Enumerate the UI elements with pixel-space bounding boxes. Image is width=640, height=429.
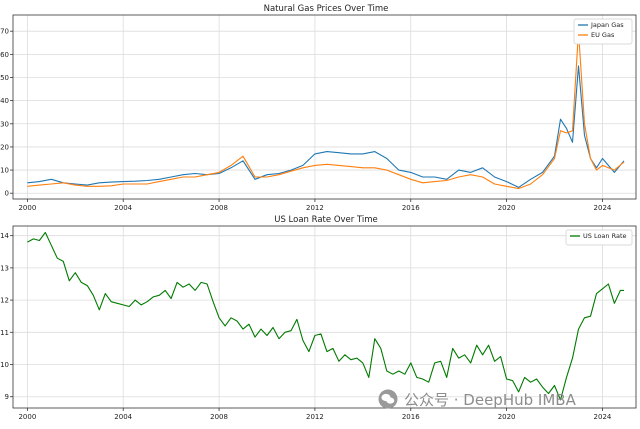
x-tick-label: 2000 (18, 204, 36, 212)
gas-price-chart: Natural Gas Prices Over Time 2000 2004 200… (0, 4, 637, 212)
chart-title: Natural Gas Prices Over Time (264, 4, 389, 14)
y-tick-label: 70 (0, 28, 9, 36)
x-tick-label: 2020 (498, 204, 516, 212)
series-line (27, 30, 625, 190)
plot-frame (12, 225, 637, 409)
x-tick-label: 2000 (18, 413, 36, 421)
legend: US Loan Rate (565, 229, 633, 246)
x-tick-label: 2016 (402, 204, 420, 212)
y-tick-label: 20 (0, 143, 9, 151)
y-tick-label: 10 (0, 361, 9, 369)
watermark-text: 公众号 · DeepHub IMBA (404, 390, 576, 409)
x-tick-label: 2004 (114, 413, 132, 421)
y-tick-label: 10 (0, 167, 9, 175)
y-tick-label: 60 (0, 51, 9, 59)
legend-label: EU Gas (591, 31, 615, 39)
y-tick-label: 40 (0, 97, 9, 105)
loan-rate-chart: US Loan Rate Over Time 2000 2004 2008 2012 2… (0, 215, 637, 421)
x-tick-label: 2012 (306, 413, 324, 421)
y-tick-label: 9 (5, 393, 9, 401)
y-tick-label: 50 (0, 74, 9, 82)
legend-box (573, 18, 633, 45)
grid (13, 15, 636, 199)
chart-title: US Loan Rate Over Time (274, 215, 378, 225)
x-tick-label: 2008 (210, 204, 228, 212)
wechat-logo-icon (378, 389, 398, 409)
grid (13, 226, 636, 408)
legend-label: US Loan Rate (583, 232, 627, 240)
series-line (27, 231, 624, 401)
y-tick-label: 14 (0, 232, 9, 240)
y-tick-label: 11 (0, 329, 9, 337)
x-tick-label: 2020 (498, 413, 516, 421)
x-tick-label: 2004 (114, 204, 132, 212)
legend-box (565, 229, 633, 246)
y-tick-label: 13 (0, 264, 9, 272)
x-tick-label: 2012 (306, 204, 324, 212)
x-tick-label: 2024 (594, 413, 612, 421)
y-tick-label: 12 (0, 297, 9, 305)
legend: Japan Gas EU Gas (573, 18, 633, 45)
watermark: 公众号 · DeepHub IMBA (378, 387, 576, 411)
y-tick-label: 30 (0, 120, 9, 128)
x-tick-label: 2024 (594, 204, 612, 212)
x-tick-label: 2008 (210, 413, 228, 421)
y-tick-label: 0 (5, 190, 9, 198)
plot-frame (12, 14, 637, 200)
legend-label: Japan Gas (590, 21, 624, 29)
x-tick-label: 2016 (402, 413, 420, 421)
series-line (27, 65, 625, 188)
